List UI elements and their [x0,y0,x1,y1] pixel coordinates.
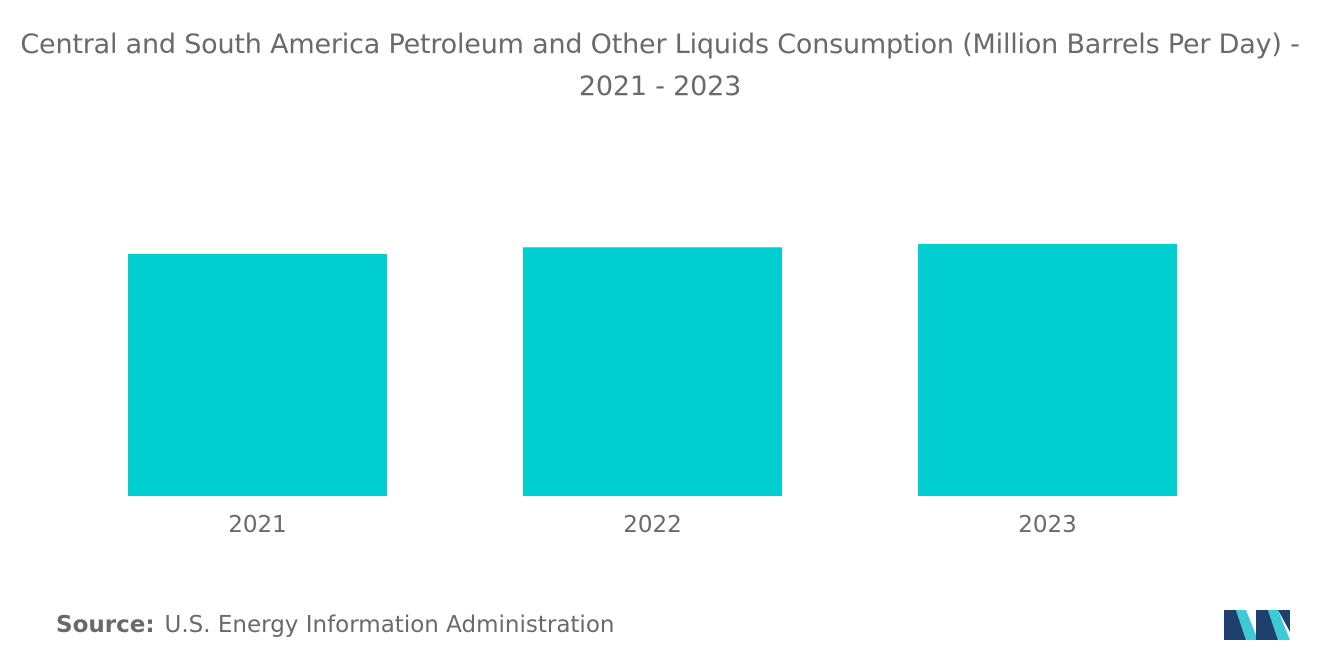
source-label: Source: [56,612,155,638]
mordor-intelligence-logo [1224,610,1290,640]
bar-2022 [523,247,782,496]
bars-group [128,243,1177,496]
x-tick-label-2023: 2023 [1018,512,1077,538]
bar-2023 [918,243,1177,496]
bar-2021 [128,254,387,496]
x-tick-label-2022: 2022 [623,512,682,538]
source-note: Source: U.S. Energy Information Administr… [56,612,614,638]
x-tick-labels: 2021 2022 2023 [228,512,1077,538]
x-tick-label-2021: 2021 [228,512,287,538]
chart-title: Central and South America Petroleum and … [20,29,1300,102]
source-text: U.S. Energy Information Administration [164,612,615,638]
